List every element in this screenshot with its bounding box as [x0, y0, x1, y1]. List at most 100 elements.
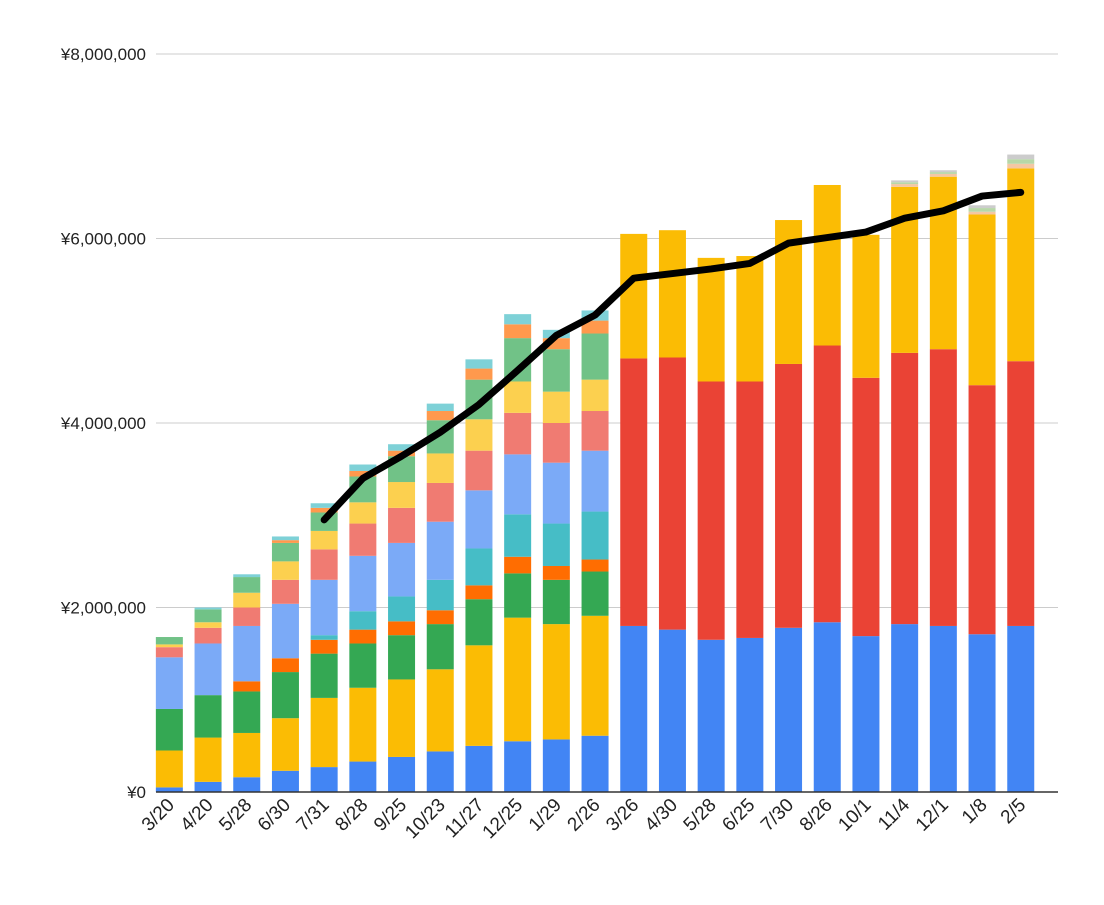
y-tick-label: ¥6,000,000 — [60, 230, 146, 249]
bar-segment — [233, 681, 261, 692]
bar-segment — [388, 444, 416, 451]
bar-segment — [233, 625, 261, 682]
bar-segment — [426, 610, 454, 625]
bar-segment — [426, 403, 454, 412]
bar-segment — [542, 523, 570, 566]
x-tick-label: 7/31 — [293, 795, 334, 836]
bar-segment — [426, 624, 454, 670]
bar-segment — [581, 450, 609, 512]
x-tick-label: 8/28 — [331, 795, 372, 836]
bar-segment — [233, 732, 261, 778]
bar-segment — [155, 647, 183, 658]
line-point — [826, 237, 828, 239]
bar-segment — [271, 603, 299, 659]
bar-stacks — [155, 154, 1035, 792]
bar-segment — [1007, 361, 1035, 626]
bar-segment — [1007, 625, 1035, 792]
bar-segment — [1007, 163, 1035, 169]
bar-segment — [233, 777, 261, 792]
x-tick-label: 8/26 — [796, 795, 837, 836]
bar-segment — [542, 391, 570, 423]
bar-segment — [697, 639, 725, 792]
bar-segment — [271, 542, 299, 562]
y-tick-label: ¥2,000,000 — [60, 599, 146, 618]
line-series — [320, 188, 1025, 524]
bar-segment — [310, 639, 338, 654]
bar-segment — [504, 556, 532, 574]
bar-segment — [581, 571, 609, 616]
bar-segment — [542, 338, 570, 350]
bar-stack — [697, 257, 725, 792]
x-tick-label: 10/1 — [834, 795, 875, 836]
bar-segment — [233, 574, 261, 578]
bar-segment — [388, 621, 416, 636]
bar-segment — [542, 739, 570, 792]
bar-segment — [813, 184, 841, 346]
line-point — [362, 477, 364, 479]
bar-segment — [581, 735, 609, 792]
bar-segment — [388, 596, 416, 622]
bar-stack — [155, 637, 183, 792]
bar-segment — [581, 411, 609, 451]
bar-segment — [349, 470, 377, 477]
bar-segment — [1007, 159, 1035, 164]
x-tick-label: 2/5 — [997, 795, 1031, 829]
bar-stack — [271, 536, 299, 792]
bar-segment — [310, 549, 338, 580]
bar-segment — [929, 176, 957, 350]
line-point — [865, 231, 867, 233]
bar-segment — [194, 609, 222, 623]
x-tick-label: 6/25 — [718, 795, 759, 836]
x-tick-label: 2/26 — [564, 795, 605, 836]
bar-stack — [581, 310, 609, 792]
bar-segment — [426, 411, 454, 421]
bar-segment — [852, 636, 880, 792]
bar-segment — [465, 599, 493, 646]
bar-segment — [349, 555, 377, 612]
line-point — [633, 277, 635, 279]
bar-stack — [310, 503, 338, 792]
bar-segment — [271, 536, 299, 541]
bar-segment — [388, 756, 416, 792]
bar-segment — [504, 324, 532, 339]
bar-segment — [155, 644, 183, 648]
bar-segment — [349, 464, 377, 471]
line-point — [439, 431, 441, 433]
bar-stack — [775, 220, 803, 792]
bar-segment — [465, 548, 493, 586]
bar-segment — [929, 172, 957, 174]
bar-segment — [465, 745, 493, 792]
bar-segment — [542, 462, 570, 524]
bar-segment — [194, 695, 222, 738]
x-tick-label: 1/8 — [958, 795, 992, 829]
bar-segment — [504, 412, 532, 455]
line-point — [710, 268, 712, 270]
bar-stack — [194, 607, 222, 792]
bar-segment — [310, 767, 338, 792]
bar-segment — [349, 643, 377, 688]
line-point — [555, 334, 557, 336]
bar-stack — [658, 230, 686, 792]
line-point — [904, 217, 906, 219]
x-tick-label: 4/20 — [177, 795, 218, 836]
bar-segment — [310, 653, 338, 698]
bar-segment — [233, 592, 261, 608]
bar-stack — [813, 184, 841, 792]
bar-segment — [968, 385, 996, 635]
bar-segment — [775, 627, 803, 792]
bar-segment — [349, 611, 377, 630]
bar-segment — [310, 697, 338, 768]
bar-segment — [1007, 168, 1035, 362]
bar-segment — [349, 629, 377, 644]
bar-segment — [271, 579, 299, 604]
bar-segment — [388, 482, 416, 508]
bar-segment — [968, 634, 996, 792]
bar-segment — [233, 607, 261, 626]
bar-segment — [194, 781, 222, 792]
bar-stack — [233, 574, 261, 792]
bar-segment — [465, 419, 493, 451]
bar-segment — [504, 381, 532, 413]
bar-segment — [155, 708, 183, 751]
bar-segment — [388, 635, 416, 680]
bar-segment — [349, 761, 377, 792]
